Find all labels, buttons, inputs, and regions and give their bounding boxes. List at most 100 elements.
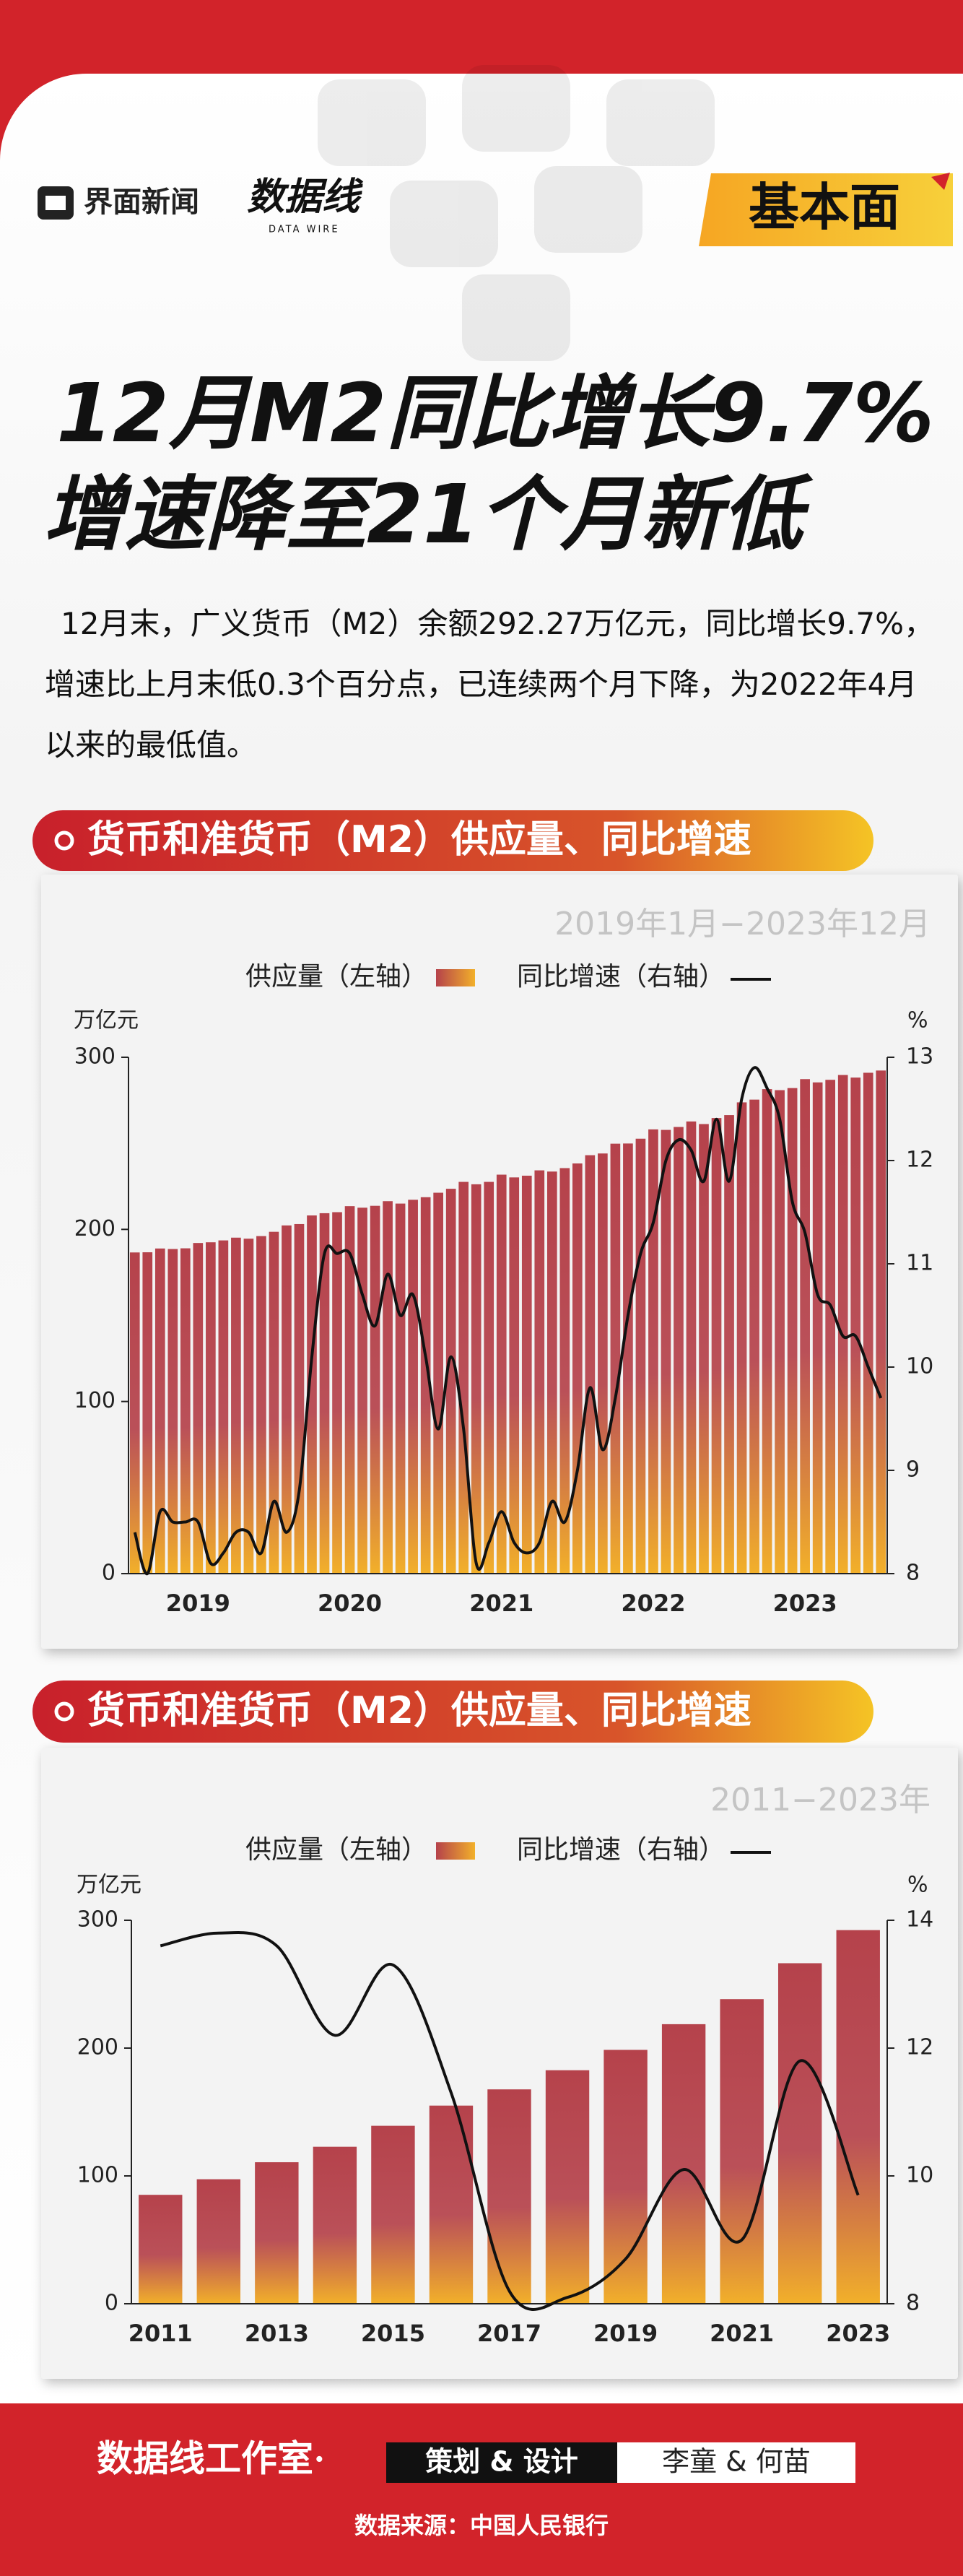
bar [307, 1215, 317, 1574]
x-tick-label: 2013 [245, 2320, 309, 2347]
bar [521, 1175, 532, 1574]
bar [724, 1115, 734, 1574]
x-tick-label: 2015 [361, 2320, 425, 2347]
y-tick-label: 100 [77, 2163, 118, 2188]
bar [720, 1999, 764, 2304]
bar [408, 1200, 418, 1574]
bar [357, 1207, 367, 1574]
banner [32, 1681, 873, 1743]
bar [206, 1242, 216, 1574]
line [133, 1066, 883, 1576]
decoration [318, 65, 715, 361]
bar [344, 1206, 355, 1574]
bar [623, 1143, 633, 1574]
bar [837, 1075, 848, 1574]
description: 12月末，广义货币（M2）余额292.27万亿元，同比增长9.7%，增速比上月末… [45, 606, 935, 763]
y2-tick-label: 11 [906, 1251, 933, 1276]
x-tick-label: 2023 [773, 1590, 837, 1617]
title: 增速降至21个月新低 [43, 468, 814, 562]
y2-tick-label: 12 [906, 2035, 933, 2060]
legend-swatch [436, 969, 475, 986]
y2-tick-label: 8 [906, 1561, 920, 1586]
bar [383, 1201, 393, 1574]
y2-tick-label: 9 [906, 1457, 920, 1483]
banner [32, 810, 873, 871]
y-tick-label: 300 [74, 1044, 116, 1070]
studio: 数据线工作室· [97, 2438, 326, 2479]
bar [661, 2024, 706, 2304]
bar [876, 1070, 886, 1574]
bar [749, 1099, 759, 1574]
y2-tick-label: 10 [906, 2163, 933, 2188]
bar [484, 1181, 494, 1574]
legend-label: 同比增速（右轴） [517, 962, 725, 992]
bar [762, 1089, 772, 1574]
bar [674, 1127, 684, 1574]
bar [686, 1121, 697, 1574]
bar [269, 1231, 279, 1574]
bar [736, 1102, 747, 1574]
y2-axis-unit: % [907, 1008, 928, 1033]
bar [825, 1080, 836, 1574]
y-tick-label: 300 [77, 1907, 118, 1933]
bar [196, 2179, 241, 2304]
chart-title: 货币和准货币（M2）供应量、同比增速 [87, 818, 751, 862]
role-box [386, 2442, 617, 2483]
column-badge [699, 173, 953, 246]
x-tick-label: 2021 [710, 2320, 774, 2347]
bar [231, 1237, 241, 1574]
bar [395, 1203, 406, 1574]
brand: 数据线 [247, 177, 364, 218]
bar [572, 1163, 583, 1574]
bar [429, 2105, 474, 2304]
bar [154, 1248, 165, 1574]
bar [836, 1930, 880, 2304]
bar [585, 1155, 596, 1574]
bar [610, 1143, 621, 1574]
bar [256, 1236, 266, 1574]
bar [711, 1118, 722, 1574]
legend-label: 同比增速（右轴） [517, 1835, 725, 1865]
bar [313, 2146, 357, 2304]
banner-icon [54, 1701, 74, 1722]
footer [0, 2403, 963, 2576]
x-tick-label: 2023 [826, 2320, 890, 2347]
bar [471, 1184, 482, 1574]
bar [319, 1213, 330, 1574]
bar [800, 1079, 810, 1574]
chart-subtitle: 2011−2023年 [710, 1782, 931, 1818]
x-tick-label: 2022 [621, 1590, 685, 1617]
bar [420, 1197, 431, 1574]
x-tick-label: 2019 [593, 2320, 658, 2347]
arrow [931, 173, 950, 190]
bar [487, 2089, 531, 2304]
authors: 李童 & 何苗 [662, 2446, 811, 2478]
role: 策划 & 设计 [425, 2446, 578, 2478]
bar [458, 1181, 469, 1574]
y2-tick-label: 13 [906, 1044, 933, 1070]
bar [193, 1243, 204, 1574]
logo: 界面新闻 [84, 186, 199, 219]
x-tick-label: 2019 [166, 1590, 230, 1617]
logo-icon [45, 196, 66, 210]
x-tick-label: 2017 [477, 2320, 541, 2347]
y-tick-label: 0 [102, 1561, 116, 1586]
banner-icon [54, 831, 74, 851]
bar [787, 1088, 798, 1574]
bar [218, 1240, 229, 1574]
bar [635, 1138, 646, 1574]
chart-title: 货币和准货币（M2）供应量、同比增速 [87, 1689, 751, 1732]
bar [496, 1174, 507, 1574]
bar [433, 1192, 443, 1574]
bar [850, 1077, 861, 1574]
bar [294, 1223, 305, 1574]
bar [255, 2162, 299, 2304]
x-tick-label: 2011 [128, 2320, 193, 2347]
y-axis-unit: 万亿元 [77, 1873, 141, 1898]
bar [863, 1072, 873, 1574]
brand-sub: DATA WIRE [269, 225, 340, 235]
legend-swatch [436, 1842, 475, 1860]
y-tick-label: 100 [74, 1388, 116, 1413]
